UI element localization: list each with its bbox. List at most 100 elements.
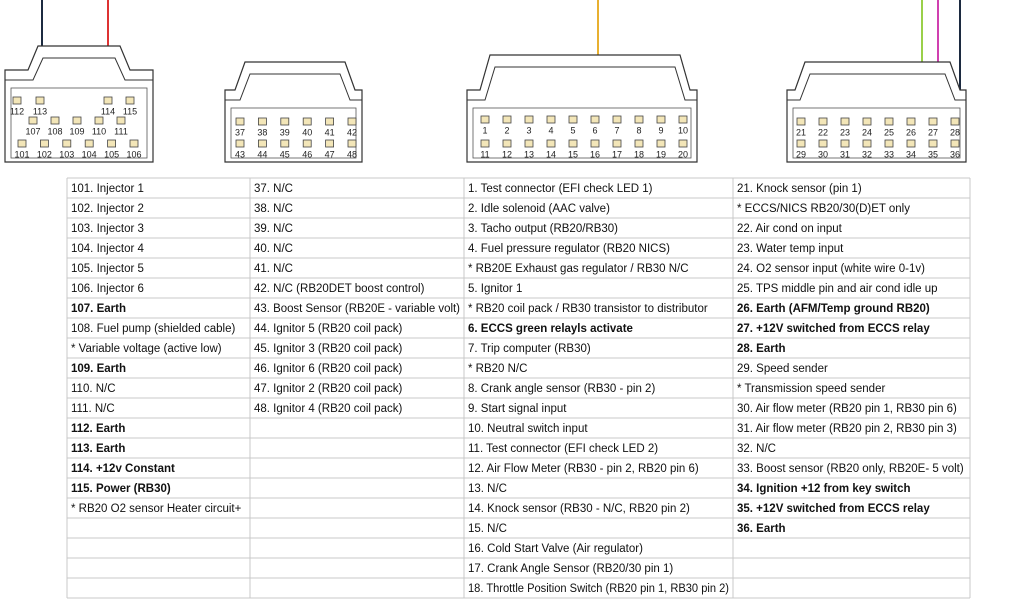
pin xyxy=(906,139,916,148)
pin-label: 102 xyxy=(37,149,52,159)
pin-label: 48 xyxy=(347,149,357,159)
table-cell: 28. Earth xyxy=(737,343,786,355)
pin-label: 104 xyxy=(82,149,97,159)
table-cell: 109. Earth xyxy=(71,363,126,375)
pin-label: 101 xyxy=(14,149,29,159)
pin-label: 13 xyxy=(524,149,534,159)
pin-label: 9 xyxy=(658,125,663,135)
connector-inner xyxy=(230,107,357,159)
table-cell: 25. TPS middle pin and air cond idle up xyxy=(737,283,938,295)
table-cell: 48. Ignitor 4 (RB20 coil pack) xyxy=(254,403,402,415)
pin-label: 5 xyxy=(570,125,575,135)
pin xyxy=(634,139,644,148)
table-cell: 10. Neutral switch input xyxy=(468,423,588,435)
table-cell: 32. N/C xyxy=(737,443,776,455)
pin xyxy=(40,139,49,148)
table-cell: * Variable voltage (active low) xyxy=(71,343,222,355)
table-cell: 37. N/C xyxy=(254,183,293,195)
pin-label: 34 xyxy=(906,149,916,159)
table-cell: 101. Injector 1 xyxy=(71,183,144,195)
pin xyxy=(950,139,960,148)
table-cell: 4. Fuel pressure regulator (RB20 NICS) xyxy=(468,243,670,255)
pin-table: 101. Injector 1 37. N/C 1. Test connector … xyxy=(66,177,971,599)
pin xyxy=(840,139,850,148)
table-cell: 106. Injector 6 xyxy=(71,283,144,295)
pin xyxy=(50,116,60,125)
table-cell: 108. Fuel pump (shielded cable) xyxy=(71,323,235,335)
table-cell: 18. Throttle Position Switch (RB20 pin 1… xyxy=(468,583,729,595)
pin xyxy=(818,139,828,148)
pin xyxy=(840,117,850,126)
table-cell: 7. Trip computer (RB30) xyxy=(468,343,591,355)
table-cell: 21. Knock sensor (pin 1) xyxy=(737,183,862,195)
connector-housing xyxy=(4,45,154,163)
table-cell: 45. Ignitor 3 (RB20 coil pack) xyxy=(254,343,402,355)
pin xyxy=(325,117,335,126)
connector-edge xyxy=(467,66,697,101)
connector-inner xyxy=(792,107,961,159)
table-cell: 9. Start signal input xyxy=(468,403,567,415)
table-cell: 103. Injector 3 xyxy=(71,223,144,235)
pin-label: 37 xyxy=(235,127,245,137)
pin xyxy=(546,115,556,124)
table-cell: * Transmission speed sender xyxy=(737,383,885,395)
pin xyxy=(94,116,104,125)
pin-label: 19 xyxy=(656,149,666,159)
table-cell: 16. Cold Start Valve (Air regulator) xyxy=(468,543,643,555)
table-cell: 44. Ignitor 5 (RB20 coil pack) xyxy=(254,323,402,335)
connector-inner xyxy=(472,107,692,159)
pin xyxy=(480,139,490,148)
pin xyxy=(796,139,806,148)
pin xyxy=(568,115,578,124)
pin xyxy=(347,117,357,126)
pin xyxy=(107,139,116,148)
pin-label: 28 xyxy=(950,127,960,137)
pin-label: 109 xyxy=(69,126,84,136)
pin xyxy=(235,117,245,126)
table-cell: 33. Boost sensor (RB20 only, RB20E- 5 vo… xyxy=(737,463,964,475)
pin-label: 106 xyxy=(126,149,141,159)
table-cell: 41. N/C xyxy=(254,263,293,275)
table-cell: * ECCS/NICS RB20/30(D)ET only xyxy=(737,203,910,215)
pin-label: 36 xyxy=(950,149,960,159)
pin xyxy=(62,139,72,148)
pin xyxy=(257,117,267,126)
pin xyxy=(502,115,512,124)
table-cell: 111. N/C xyxy=(71,403,115,415)
pin-label: 41 xyxy=(325,127,335,137)
table-cell: 39. N/C xyxy=(254,223,293,235)
pin xyxy=(28,116,38,125)
pin-label: 8 xyxy=(636,125,641,135)
pin-label: 4 xyxy=(548,125,553,135)
table-cell: 8. Crank angle sensor (RB30 - pin 2) xyxy=(468,383,655,395)
table-cell: 6. ECCS green relayls activate xyxy=(468,323,633,335)
pin-label: 10 xyxy=(678,125,688,135)
pin xyxy=(590,139,600,148)
pin-label: 46 xyxy=(302,149,312,159)
pin-label: 17 xyxy=(612,149,622,159)
table-cell: 115. Power (RB30) xyxy=(71,483,171,495)
pin xyxy=(928,139,938,148)
pin xyxy=(884,117,894,126)
pin-label: 43 xyxy=(235,149,245,159)
connector-edge xyxy=(225,73,362,101)
pin-label: 44 xyxy=(257,149,267,159)
pin-label: 24 xyxy=(862,127,872,137)
pin xyxy=(347,139,357,148)
pin-label: 11 xyxy=(480,149,489,159)
pin xyxy=(818,117,828,126)
table-cell: 34. Ignition +12 from key switch xyxy=(737,483,911,495)
pin-label: 31 xyxy=(840,149,850,159)
table-cell: 40. N/C xyxy=(254,243,293,255)
pin xyxy=(84,139,94,148)
pin-label: 113 xyxy=(33,106,47,116)
pin xyxy=(656,139,666,148)
pin xyxy=(502,139,512,148)
table-cell: 12. Air Flow Meter (RB30 - pin 2, RB20 p… xyxy=(468,463,699,475)
pin-label: 2 xyxy=(504,125,509,135)
table-cell: 43. Boost Sensor (RB20E - variable volt) xyxy=(254,303,460,315)
pin-label: 16 xyxy=(590,149,600,159)
pin xyxy=(280,139,290,148)
